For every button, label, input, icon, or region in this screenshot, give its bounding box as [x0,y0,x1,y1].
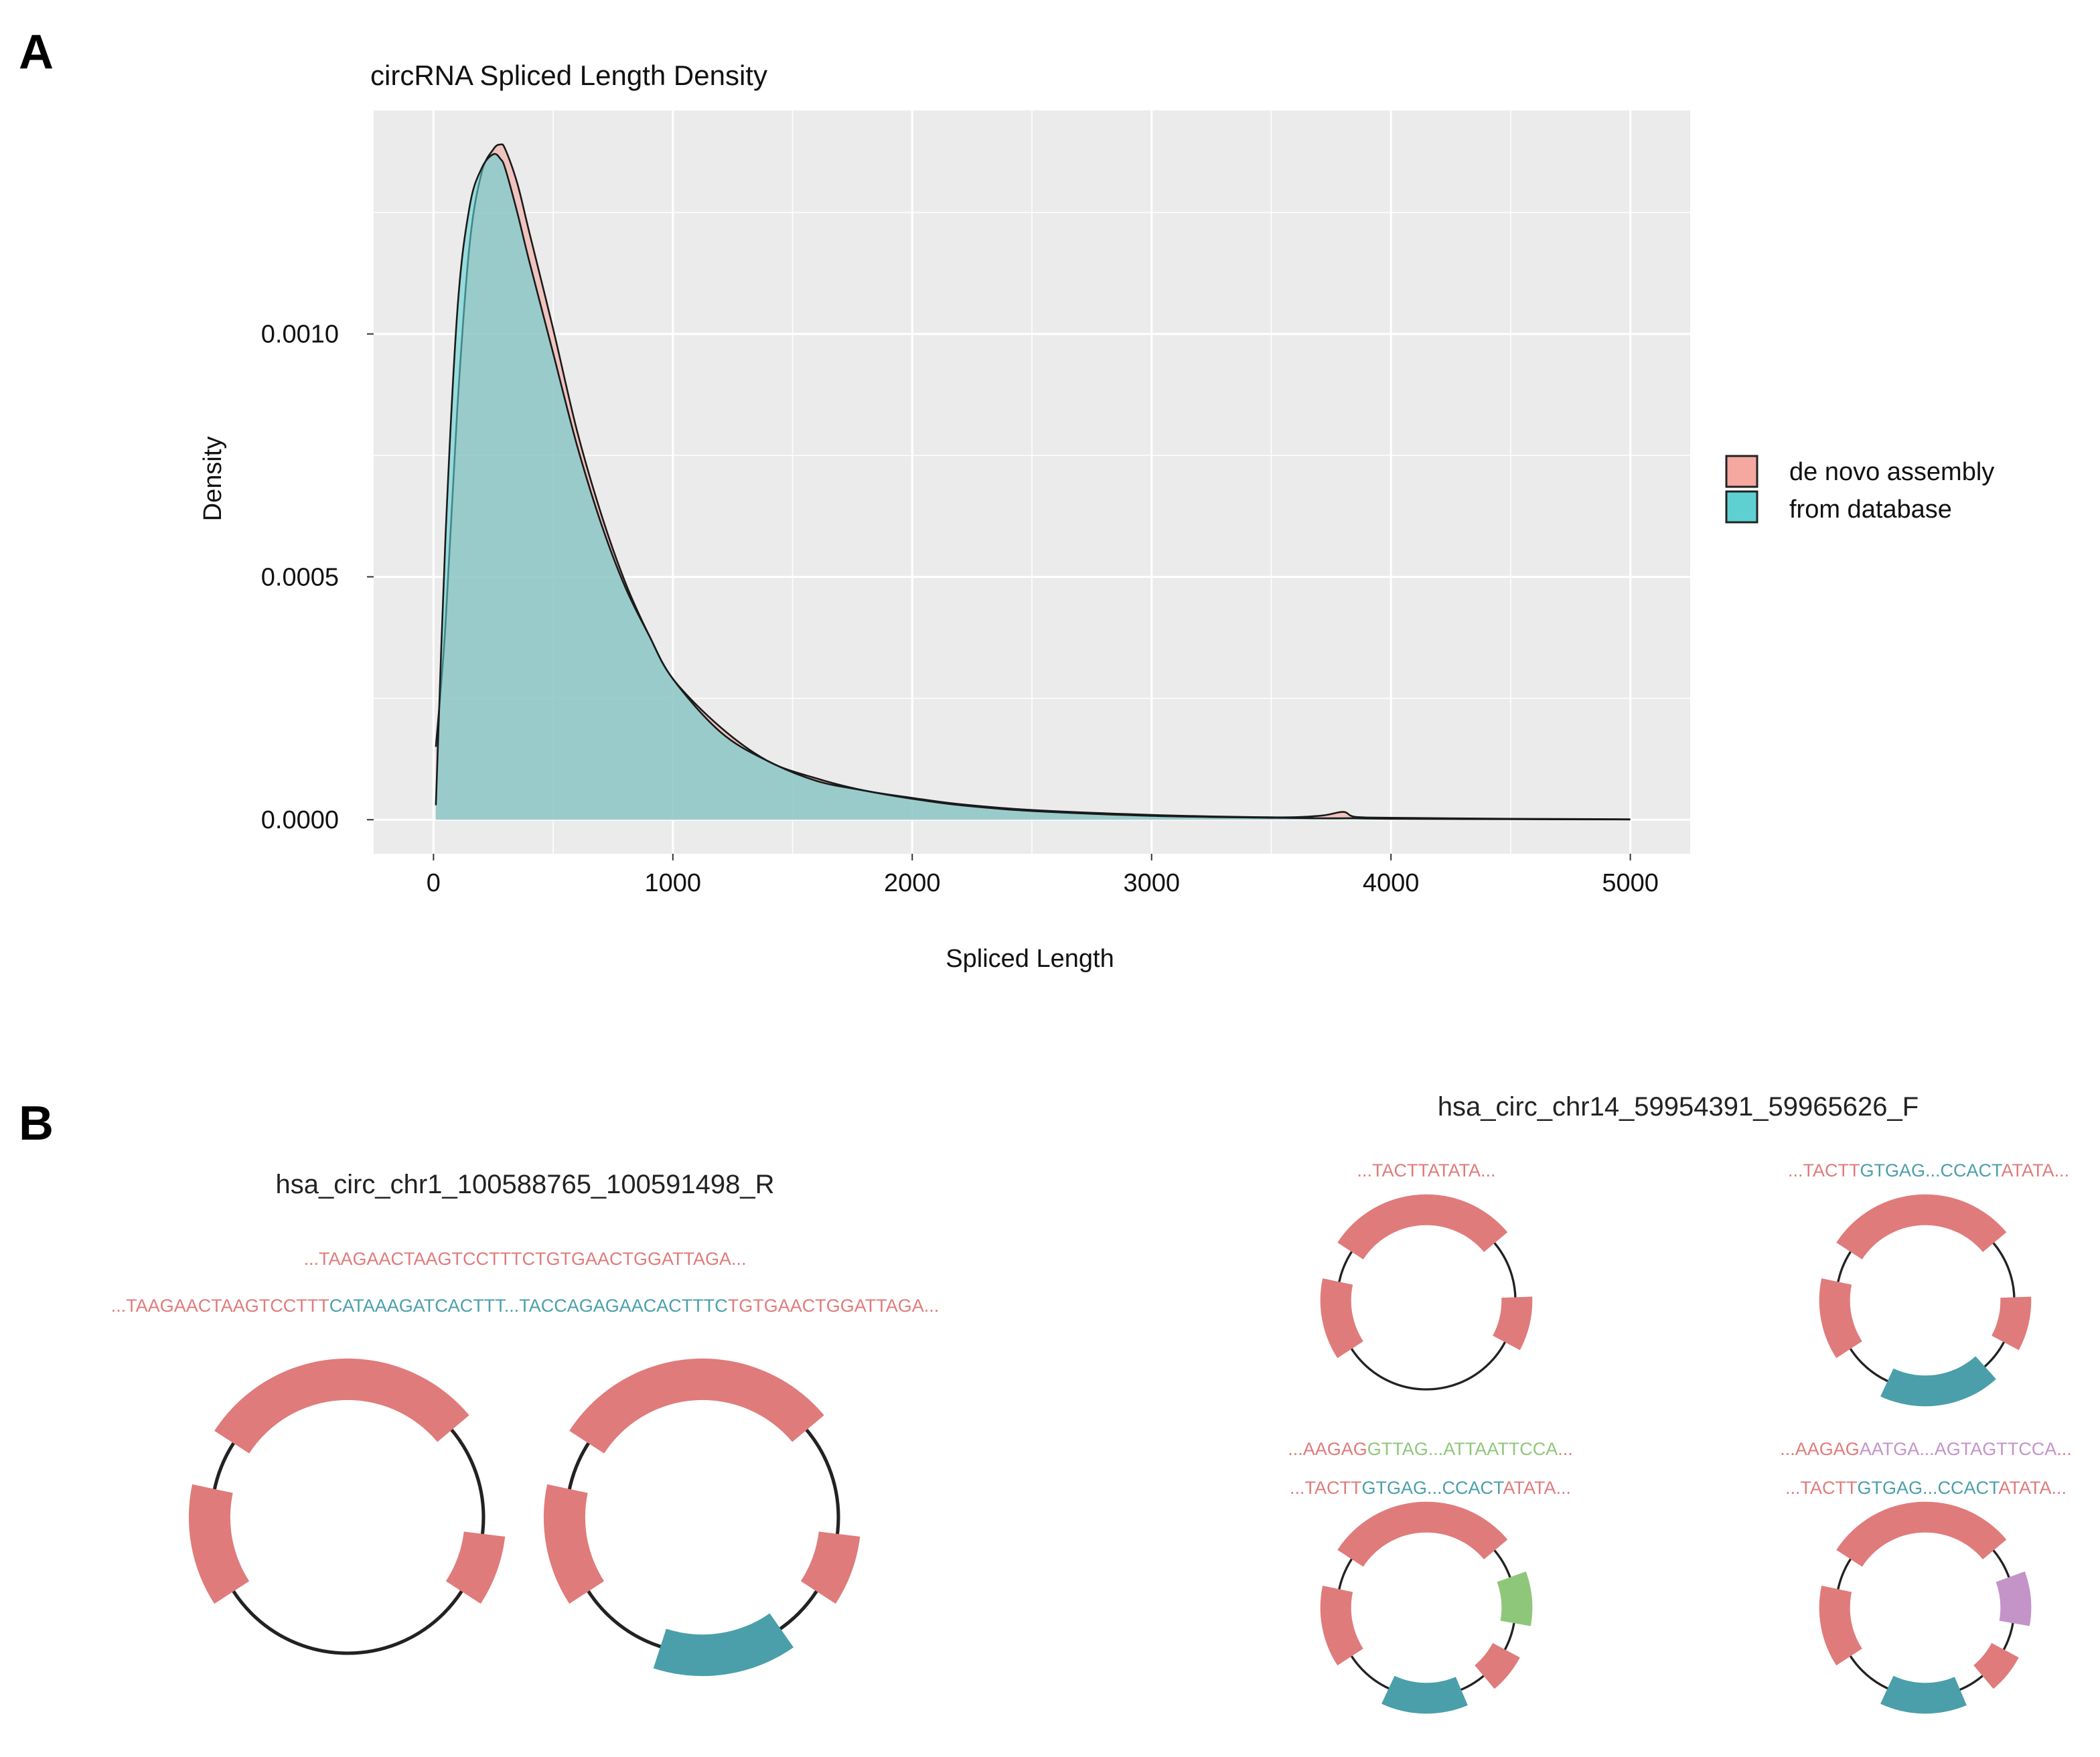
right-br-seq1-a: ...AAGAG [1780,1439,1860,1459]
right-bl-seq2-a: ...TACTT [1290,1478,1362,1498]
right-circ-title: hsa_circ_chr14_59954391_59965626_F [1438,1092,1919,1122]
right-br-seq2: ...TACTTGTGAG...CCACTATATA... [1785,1478,2067,1498]
x-tick-label: 2000 [884,869,941,897]
inserted-exon-arc [1880,1675,1967,1714]
right-bl-seq2-b: GTGAG...CCACT [1361,1478,1504,1498]
exon-3-arc [445,1531,506,1604]
x-tick-label: 3000 [1123,869,1180,897]
y-tick-label: 0.0010 [261,321,339,349]
left-seq-bottom: ...TAAGAACTAAGTCCTTTCATAAAGATCACTTT...TA… [111,1296,940,1316]
exon-3-arc [1493,1296,1533,1351]
circ-diagram-right-top-left [1320,1194,1533,1391]
circ-diagram-left-alternative [543,1358,860,1677]
right-br-seq1-b: AATGA...AGTAGTTCCA [1860,1439,2057,1459]
x-tick-label: 5000 [1602,869,1659,897]
y-tick-label: 0.0000 [261,806,339,834]
inserted-exon-arc [1381,1675,1468,1714]
right-tr-seq-a: ...TACTT [1788,1160,1860,1180]
right-tr-seq-b: GTGAG...CCACT [1860,1160,2002,1180]
panel-a-label: A [19,25,54,79]
right-br-seq2-a: ...TACTT [1785,1478,1858,1498]
legend-label-database: from database [1789,495,1952,524]
y-tick-label: 0.0005 [261,563,339,591]
exon-1-arc [1337,1194,1508,1259]
right-bl-seq2: ...TACTTGTGAG...CCACTATATA... [1290,1478,1571,1498]
axis-ticks: 0 1000 2000 3000 4000 5000 0.0000 0.0005 0.0010 [261,321,1659,897]
x-axis-label: Spliced Length [946,945,1114,973]
density-area-from-database [435,153,1631,820]
exon-2-arc [1320,1586,1363,1666]
x-tick-label: 0 [427,869,441,897]
exon-3-arc [1992,1296,2032,1351]
green-exon-arc [1497,1571,1533,1626]
circ-diagram-left-canonical [188,1358,506,1655]
right-bl-seq1-a: ...AAGAG [1288,1439,1367,1459]
exon-1-arc [1836,1501,2007,1567]
legend: de novo assembly from database [1725,455,1994,524]
density-plot: 0 1000 2000 3000 4000 5000 0.0000 0.0005 0.0010 [261,110,1690,897]
purple-exon-arc [1996,1571,2032,1626]
left-seq-bottom-part2: CATAAAGATCACTTT...TACCAGAGAACACTTTC [329,1296,728,1316]
left-seq-bottom-part3: TGTGAACTGGATTAGA... [728,1296,940,1316]
density-line-from-database [435,153,1631,821]
right-br-seq1: ...AAGAGAATGA...AGTAGTTCCA... [1780,1439,2072,1459]
exon-2-arc [543,1484,605,1604]
left-seq-bottom-part1: ...TAAGAACTAAGTCCTTT [111,1296,329,1316]
exon-2-arc [1819,1586,1862,1666]
exon-1-arc [569,1358,824,1454]
right-bl-seq1-b: GTTAG...ATTAATTCCA [1367,1439,1558,1459]
right-br-seq2-b: GTGAG...CCACT [1857,1478,2000,1498]
exon-2-arc [1819,1278,1862,1359]
density-series [435,143,1631,821]
legend-swatch-database [1725,490,1758,524]
inserted-exon-arc [1880,1356,1996,1407]
left-seq-top: ...TAAGAACTAAGTCCTTTCTGTGAACTGGATTAGA... [303,1249,746,1269]
circ-diagram-right-top-right [1819,1194,2032,1407]
exon-1-arc [1337,1501,1508,1567]
right-br-seq2-c: ATATA... [1999,1478,2067,1498]
exon-1-arc [214,1358,469,1454]
exon-3-arc [1475,1643,1520,1689]
exon-3-arc [800,1531,860,1604]
exon-2-arc [1320,1278,1363,1359]
right-bl-seq1-c: ... [1558,1439,1573,1459]
exon-1-arc [1836,1194,2007,1259]
panel-b-label: B [19,1097,54,1150]
right-bl-seq2-c: ATATA... [1503,1478,1572,1498]
legend-label-de-novo: de novo assembly [1789,458,1994,486]
left-circ-title: hsa_circ_chr1_100588765_100591498_R [275,1170,774,1199]
circ-diagram-right-bottom-left [1320,1501,1533,1714]
right-tl-seq: ...TACTTATATA... [1357,1160,1496,1180]
right-tr-seq-c: ATATA... [2002,1160,2070,1180]
circ-diagram-right-bottom-right [1819,1501,2032,1714]
chart-title: circRNA Spliced Length Density [370,60,767,91]
exon-3-arc [1973,1643,2019,1689]
x-tick-label: 4000 [1363,869,1420,897]
exon-2-arc [188,1484,250,1604]
right-tr-seq: ...TACTTGTGAG...CCACTATATA... [1788,1160,2069,1180]
right-bl-seq1: ...AAGAGGTTAG...ATTAATTCCA... [1288,1439,1573,1459]
right-br-seq1-c: ... [2056,1439,2072,1459]
legend-swatch-de-novo [1725,455,1758,488]
inserted-exon-arc [653,1613,794,1677]
y-axis-label: Density [199,437,227,522]
x-tick-label: 1000 [645,869,702,897]
